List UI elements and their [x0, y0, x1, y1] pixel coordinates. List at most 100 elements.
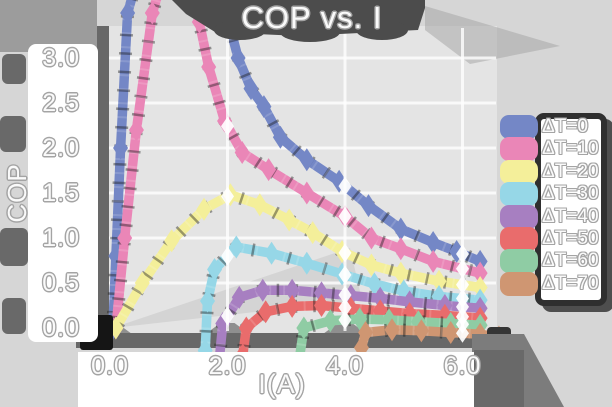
y-tick-label-2.0: 2.0	[42, 134, 80, 162]
legend-swatch-6	[500, 249, 538, 274]
legend-label-4: ΔT=40	[542, 205, 599, 227]
gridline-diamond	[338, 206, 352, 226]
series-4-marker	[231, 285, 247, 309]
bottom-spine	[76, 333, 508, 348]
series-1-marker	[117, 226, 133, 250]
legend-swatch-2	[500, 159, 538, 184]
legend-label-6: ΔT=60	[542, 250, 599, 272]
series-2-marker	[393, 261, 409, 285]
legend-row-3: ΔT=30	[500, 182, 601, 207]
legend-label-3: ΔT=30	[542, 183, 599, 205]
legend: ΔT=0 ΔT=10 ΔT=20 ΔT=30 ΔT=40 ΔT=50 ΔT=60 ΔT=70	[500, 113, 607, 306]
label-shadow	[2, 298, 26, 334]
series-2-marker	[472, 276, 488, 299]
gridline-diamond	[221, 116, 234, 136]
series-4-marker	[314, 281, 329, 305]
series-1-marker	[128, 118, 144, 142]
legend-row-7: ΔT=70	[500, 271, 601, 296]
series-3-marker	[264, 241, 280, 265]
series-3-marker	[200, 289, 216, 313]
series-1-marker	[201, 55, 217, 79]
series-0-marker	[272, 125, 288, 149]
legend-row-1: ΔT=10	[500, 137, 601, 162]
legend-label-7: ΔT=70	[542, 272, 599, 294]
title-blob	[280, 22, 340, 42]
series-1-marker	[363, 226, 379, 250]
label-shadow	[0, 228, 28, 266]
gridline-diamond	[338, 265, 352, 285]
series-5-marker	[258, 300, 274, 324]
legend-swatch-4	[500, 204, 538, 229]
series-0-texture	[106, 0, 483, 329]
series-3-marker	[228, 235, 244, 259]
legend-row-6: ΔT=60	[500, 249, 601, 274]
shadow-wedge	[112, 248, 362, 328]
series-4-marker	[284, 278, 300, 302]
label-shadow	[0, 116, 26, 152]
legend-label-5: ΔT=50	[542, 228, 599, 249]
series-1-marker	[299, 181, 315, 205]
legend-row-4: ΔT=40	[500, 204, 601, 229]
gridline-diamond	[338, 298, 352, 318]
legend-swatch-1	[500, 137, 538, 162]
legend-swatch-5	[500, 227, 538, 251]
series-0-marker	[472, 249, 488, 273]
x-tick-label-2.0: 2.0	[208, 352, 247, 380]
series-2-marker	[134, 271, 150, 295]
series-5-line	[238, 300, 485, 360]
series-0-marker	[113, 136, 129, 160]
legend-label-0: ΔT=0	[542, 116, 588, 137]
x-tick-label-6.0: 6.0	[443, 352, 482, 380]
series-2-marker	[164, 229, 180, 253]
gridline-diamond	[221, 186, 234, 206]
series-2-marker	[252, 193, 268, 217]
legend-row-2: ΔT=20	[500, 159, 601, 184]
x-tick-label-4.0: 4.0	[326, 352, 364, 380]
gridline-diamond	[456, 259, 469, 279]
series-0-marker	[243, 77, 259, 101]
series-7-marker	[358, 321, 374, 344]
y-tick-label-3.0: 3.0	[42, 44, 80, 72]
series-3-marker	[299, 251, 315, 275]
legend-swatch-0	[500, 115, 538, 139]
series-5-marker	[314, 294, 329, 317]
gridline-diamond	[338, 176, 352, 196]
legend-swatch-7	[500, 271, 538, 296]
legend-label-1: ΔT=10	[542, 138, 599, 160]
y-tick-label-0.0: 0.0	[42, 314, 80, 342]
series-0-marker	[230, 46, 246, 70]
gridline-diamond	[221, 306, 234, 326]
x-axis-label: I(A)	[258, 369, 306, 399]
xtick-panel	[78, 352, 474, 407]
series-0-marker	[361, 194, 376, 218]
gridline-diamond	[338, 243, 352, 263]
y-tick-label-1.5: 1.5	[42, 179, 80, 207]
series-1-marker	[393, 237, 409, 261]
ytick-panel	[28, 44, 98, 342]
x-tick-label-0.0: 0.0	[91, 352, 129, 380]
gridline-diamond	[456, 244, 469, 264]
series-0-marker	[393, 217, 409, 241]
series-4-marker	[402, 290, 418, 314]
label-shadow	[2, 54, 26, 84]
shadow-region	[474, 350, 524, 407]
legend-label-2: ΔT=20	[542, 160, 599, 182]
series-0-marker	[299, 148, 315, 172]
gridline-diamond	[338, 285, 352, 305]
series-3-marker	[207, 258, 223, 281]
legend-swatch-3	[500, 182, 538, 207]
series-7-marker	[443, 321, 459, 344]
series-2-marker	[363, 253, 379, 277]
series-2-marker	[196, 197, 212, 221]
series-7-marker	[413, 319, 429, 343]
y-tick-label-0.5: 0.5	[42, 269, 80, 297]
title-blob	[356, 20, 408, 40]
series-0-marker	[256, 95, 272, 119]
gridline-diamond	[456, 323, 469, 343]
series-4-texture	[214, 285, 481, 360]
corner-shadow	[0, 0, 97, 52]
series-5-marker	[284, 294, 300, 318]
legend-row-5: ΔT=50	[500, 227, 601, 251]
gridline-diamond	[221, 246, 234, 266]
